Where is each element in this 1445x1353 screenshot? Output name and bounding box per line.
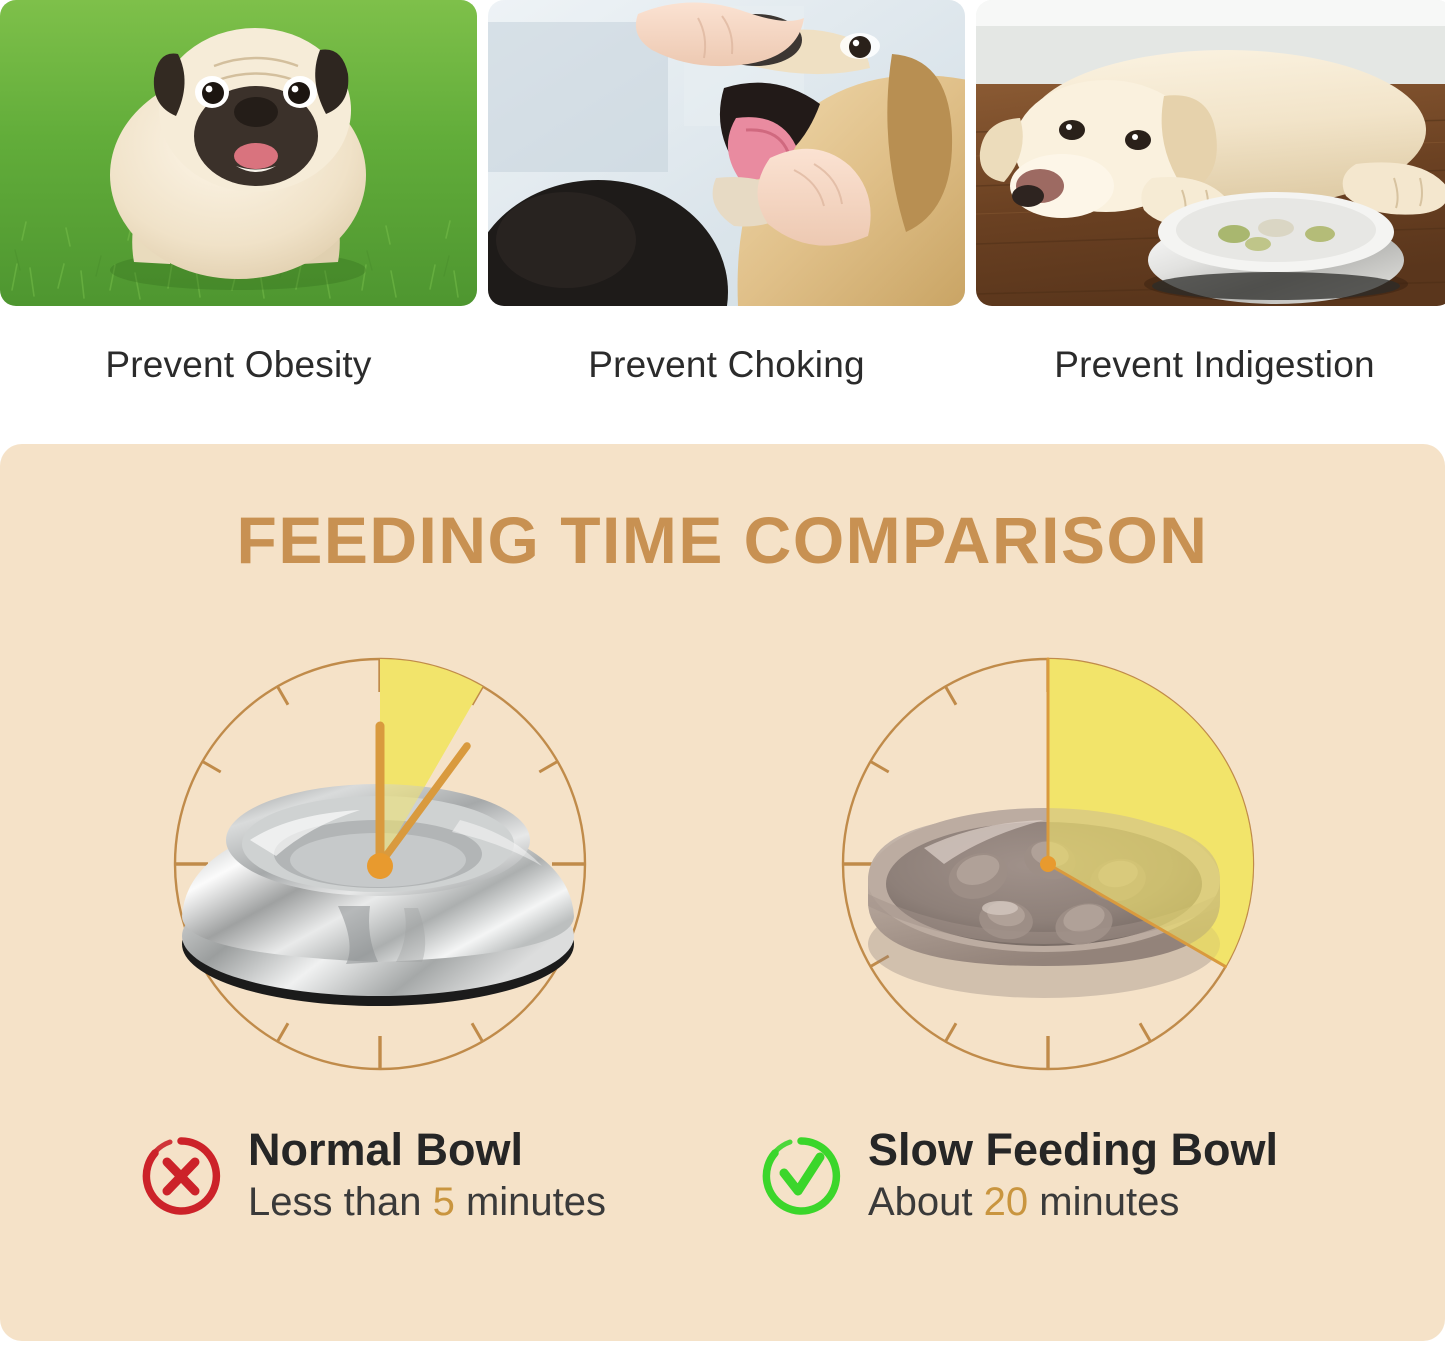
benefit-card: Prevent Obesity: [0, 0, 477, 430]
benefit-caption: Prevent Choking: [588, 344, 865, 385]
benefits-strip: Prevent Obesity: [0, 0, 1445, 430]
result-sub-suffix: minutes: [465, 1180, 607, 1225]
sad-lab-with-bowl-photo: [976, 0, 1445, 306]
overweight-pug-photo: [0, 0, 477, 306]
result-subtitle: About 20 minutes: [868, 1179, 1278, 1226]
feeding-time-comparison-panel: FEEDING TIME COMPARISON: [0, 444, 1445, 1341]
red-cross-circle-icon: [140, 1135, 222, 1217]
result-sub-suffix: minutes: [1039, 1180, 1180, 1225]
result-normal-bowl: Normal Bowl Less than 5 minutes: [140, 1124, 606, 1227]
benefit-card: Prevent Choking: [488, 0, 965, 430]
benefit-caption: Prevent Indigestion: [1054, 344, 1375, 385]
clock-center-pin: [367, 853, 393, 879]
clock-hands: [375, 721, 471, 869]
result-subtitle: Less than 5 minutes: [248, 1179, 606, 1226]
clock-center-pin: [1040, 856, 1056, 872]
clock-comparison-row: [0, 644, 1445, 1084]
slow-feeding-bowl-clock: [841, 657, 1255, 1071]
benefit-caption: Prevent Obesity: [105, 344, 372, 385]
result-value: 5: [432, 1180, 455, 1225]
normal-bowl-clock: [173, 657, 587, 1071]
result-title: Slow Feeding Bowl: [868, 1124, 1279, 1175]
stainless-steel-bowl: [182, 784, 574, 1006]
result-slow-feeding-bowl: Slow Feeding Bowl About 20 minutes: [760, 1124, 1279, 1227]
result-sub-prefix: Less than: [248, 1180, 422, 1225]
benefit-card: Prevent Indigestion: [976, 0, 1445, 430]
page-title: FEEDING TIME COMPARISON: [236, 503, 1209, 577]
result-title: Normal Bowl: [248, 1124, 524, 1175]
wedge-boundary-lines: [1046, 657, 1227, 968]
results-row: Normal Bowl Less than 5 minutes Slow Fee…: [0, 1124, 1445, 1285]
result-sub-prefix: About: [868, 1180, 973, 1225]
green-check-circle-icon: [760, 1135, 842, 1217]
result-value: 20: [983, 1180, 1029, 1225]
dog-mouth-check-photo: [488, 0, 965, 306]
